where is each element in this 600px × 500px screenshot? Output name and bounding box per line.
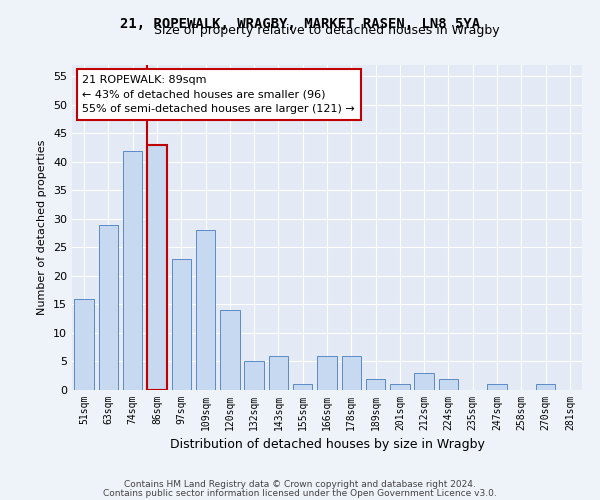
- Bar: [123, 150, 142, 390]
- Bar: [172, 259, 191, 390]
- Text: 21 ROPEWALK: 89sqm
← 43% of detached houses are smaller (96)
55% of semi-detache: 21 ROPEWALK: 89sqm ← 43% of detached hou…: [82, 74, 355, 114]
- Y-axis label: Number of detached properties: Number of detached properties: [37, 140, 47, 315]
- Bar: [244, 362, 264, 390]
- Text: Contains public sector information licensed under the Open Government Licence v3: Contains public sector information licen…: [103, 490, 497, 498]
- Bar: [147, 145, 167, 390]
- Bar: [366, 378, 385, 390]
- Bar: [196, 230, 215, 390]
- Bar: [317, 356, 337, 390]
- Bar: [99, 224, 118, 390]
- Bar: [269, 356, 288, 390]
- Text: 21, ROPEWALK, WRAGBY, MARKET RASEN, LN8 5YA: 21, ROPEWALK, WRAGBY, MARKET RASEN, LN8 …: [120, 18, 480, 32]
- Bar: [220, 310, 239, 390]
- Bar: [415, 373, 434, 390]
- Text: Contains HM Land Registry data © Crown copyright and database right 2024.: Contains HM Land Registry data © Crown c…: [124, 480, 476, 489]
- Bar: [74, 299, 94, 390]
- Bar: [341, 356, 361, 390]
- Bar: [536, 384, 555, 390]
- X-axis label: Distribution of detached houses by size in Wragby: Distribution of detached houses by size …: [170, 438, 484, 452]
- Bar: [390, 384, 410, 390]
- Bar: [487, 384, 507, 390]
- Bar: [439, 378, 458, 390]
- Title: Size of property relative to detached houses in Wragby: Size of property relative to detached ho…: [154, 24, 500, 38]
- Bar: [293, 384, 313, 390]
